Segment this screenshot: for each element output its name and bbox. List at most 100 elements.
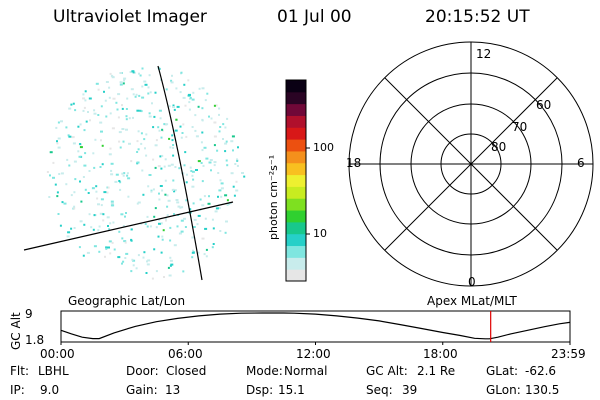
speckle bbox=[125, 252, 129, 255]
speckle bbox=[100, 139, 102, 142]
speckle bbox=[70, 103, 73, 106]
speckle bbox=[70, 227, 73, 230]
colorbar-cell bbox=[286, 210, 306, 223]
speckle bbox=[137, 148, 140, 151]
speckle bbox=[79, 146, 83, 149]
speckle bbox=[169, 146, 172, 149]
speckle bbox=[158, 218, 161, 221]
speckle bbox=[105, 247, 108, 250]
speckle bbox=[145, 272, 148, 274]
speckle bbox=[172, 106, 175, 108]
speckle bbox=[163, 123, 166, 126]
colorbar-cell bbox=[286, 245, 306, 258]
speckle bbox=[111, 241, 114, 244]
speckle bbox=[138, 72, 140, 75]
speckle bbox=[161, 238, 164, 241]
speckle bbox=[232, 149, 234, 152]
speckle bbox=[79, 143, 82, 145]
speckle bbox=[201, 180, 204, 183]
speckle bbox=[241, 172, 244, 174]
speckle bbox=[230, 172, 234, 175]
speckle bbox=[135, 267, 138, 270]
speckle bbox=[170, 79, 173, 82]
mlt-label-18: 18 bbox=[346, 156, 362, 170]
speckle bbox=[205, 248, 208, 251]
speckle bbox=[55, 126, 58, 129]
speckle bbox=[73, 160, 77, 163]
speckle bbox=[56, 191, 59, 194]
speckle bbox=[172, 179, 175, 182]
lat-label-60: 60 bbox=[536, 98, 552, 112]
speckle bbox=[117, 93, 121, 96]
speckle bbox=[103, 191, 107, 194]
mlt-label-0: 0 bbox=[468, 275, 476, 289]
speckle bbox=[130, 160, 133, 163]
speckle bbox=[154, 166, 157, 169]
speckle bbox=[66, 158, 69, 161]
speckle bbox=[102, 219, 105, 222]
gcalt-key: GC Alt: bbox=[366, 364, 408, 378]
speckle bbox=[189, 208, 192, 211]
speckle bbox=[191, 251, 195, 254]
speckle bbox=[73, 227, 76, 229]
speckle bbox=[217, 207, 221, 210]
speckle bbox=[144, 223, 147, 225]
speckle bbox=[168, 137, 171, 140]
speckle bbox=[184, 151, 187, 154]
speckle bbox=[159, 117, 162, 120]
speckle bbox=[184, 104, 187, 107]
speckle bbox=[217, 172, 220, 174]
speckle bbox=[191, 185, 195, 188]
speckle bbox=[208, 195, 210, 198]
speckle bbox=[190, 170, 193, 172]
speckle bbox=[102, 213, 105, 216]
speckle bbox=[122, 82, 125, 85]
colorbar-cell bbox=[286, 221, 306, 235]
speckle bbox=[67, 134, 70, 137]
speckle bbox=[132, 116, 134, 119]
speckle bbox=[179, 206, 182, 209]
speckle bbox=[136, 109, 140, 112]
speckle bbox=[161, 189, 164, 192]
speckle bbox=[147, 185, 150, 188]
instrument-title: Ultraviolet Imager bbox=[53, 7, 207, 27]
speckle bbox=[176, 201, 180, 204]
speckle bbox=[88, 170, 91, 172]
speckle bbox=[218, 113, 220, 116]
speckle bbox=[153, 115, 156, 118]
speckle bbox=[93, 214, 96, 217]
speckle bbox=[111, 75, 114, 78]
speckle bbox=[105, 115, 108, 118]
speckle bbox=[143, 80, 147, 83]
speckle bbox=[112, 204, 115, 207]
speckle bbox=[197, 105, 200, 108]
speckle bbox=[125, 115, 128, 118]
speckle bbox=[83, 129, 86, 132]
geographic-longitude-line bbox=[157, 65, 203, 281]
speckle bbox=[57, 146, 61, 149]
speckle bbox=[175, 199, 179, 201]
speckle bbox=[201, 204, 205, 207]
gcalt-value: 2.1 Re bbox=[417, 364, 456, 378]
speckle bbox=[180, 230, 184, 233]
speckle bbox=[194, 129, 197, 132]
speckle bbox=[123, 77, 127, 80]
speckle bbox=[84, 152, 87, 155]
speckle bbox=[93, 166, 96, 169]
speckle bbox=[188, 108, 191, 111]
speckle bbox=[46, 171, 49, 173]
speckle bbox=[218, 107, 221, 110]
xtick-06: 06:00 bbox=[168, 347, 203, 361]
speckle bbox=[118, 140, 121, 143]
speckle bbox=[236, 158, 238, 161]
altitude-curve bbox=[60, 312, 570, 340]
speckle bbox=[65, 183, 68, 186]
speckle bbox=[137, 130, 140, 133]
speckle bbox=[220, 187, 224, 190]
speckle bbox=[149, 91, 152, 94]
speckle bbox=[165, 219, 167, 222]
speckle bbox=[97, 114, 100, 116]
speckle bbox=[201, 118, 204, 121]
speckle bbox=[138, 94, 141, 97]
speckle bbox=[118, 230, 121, 233]
